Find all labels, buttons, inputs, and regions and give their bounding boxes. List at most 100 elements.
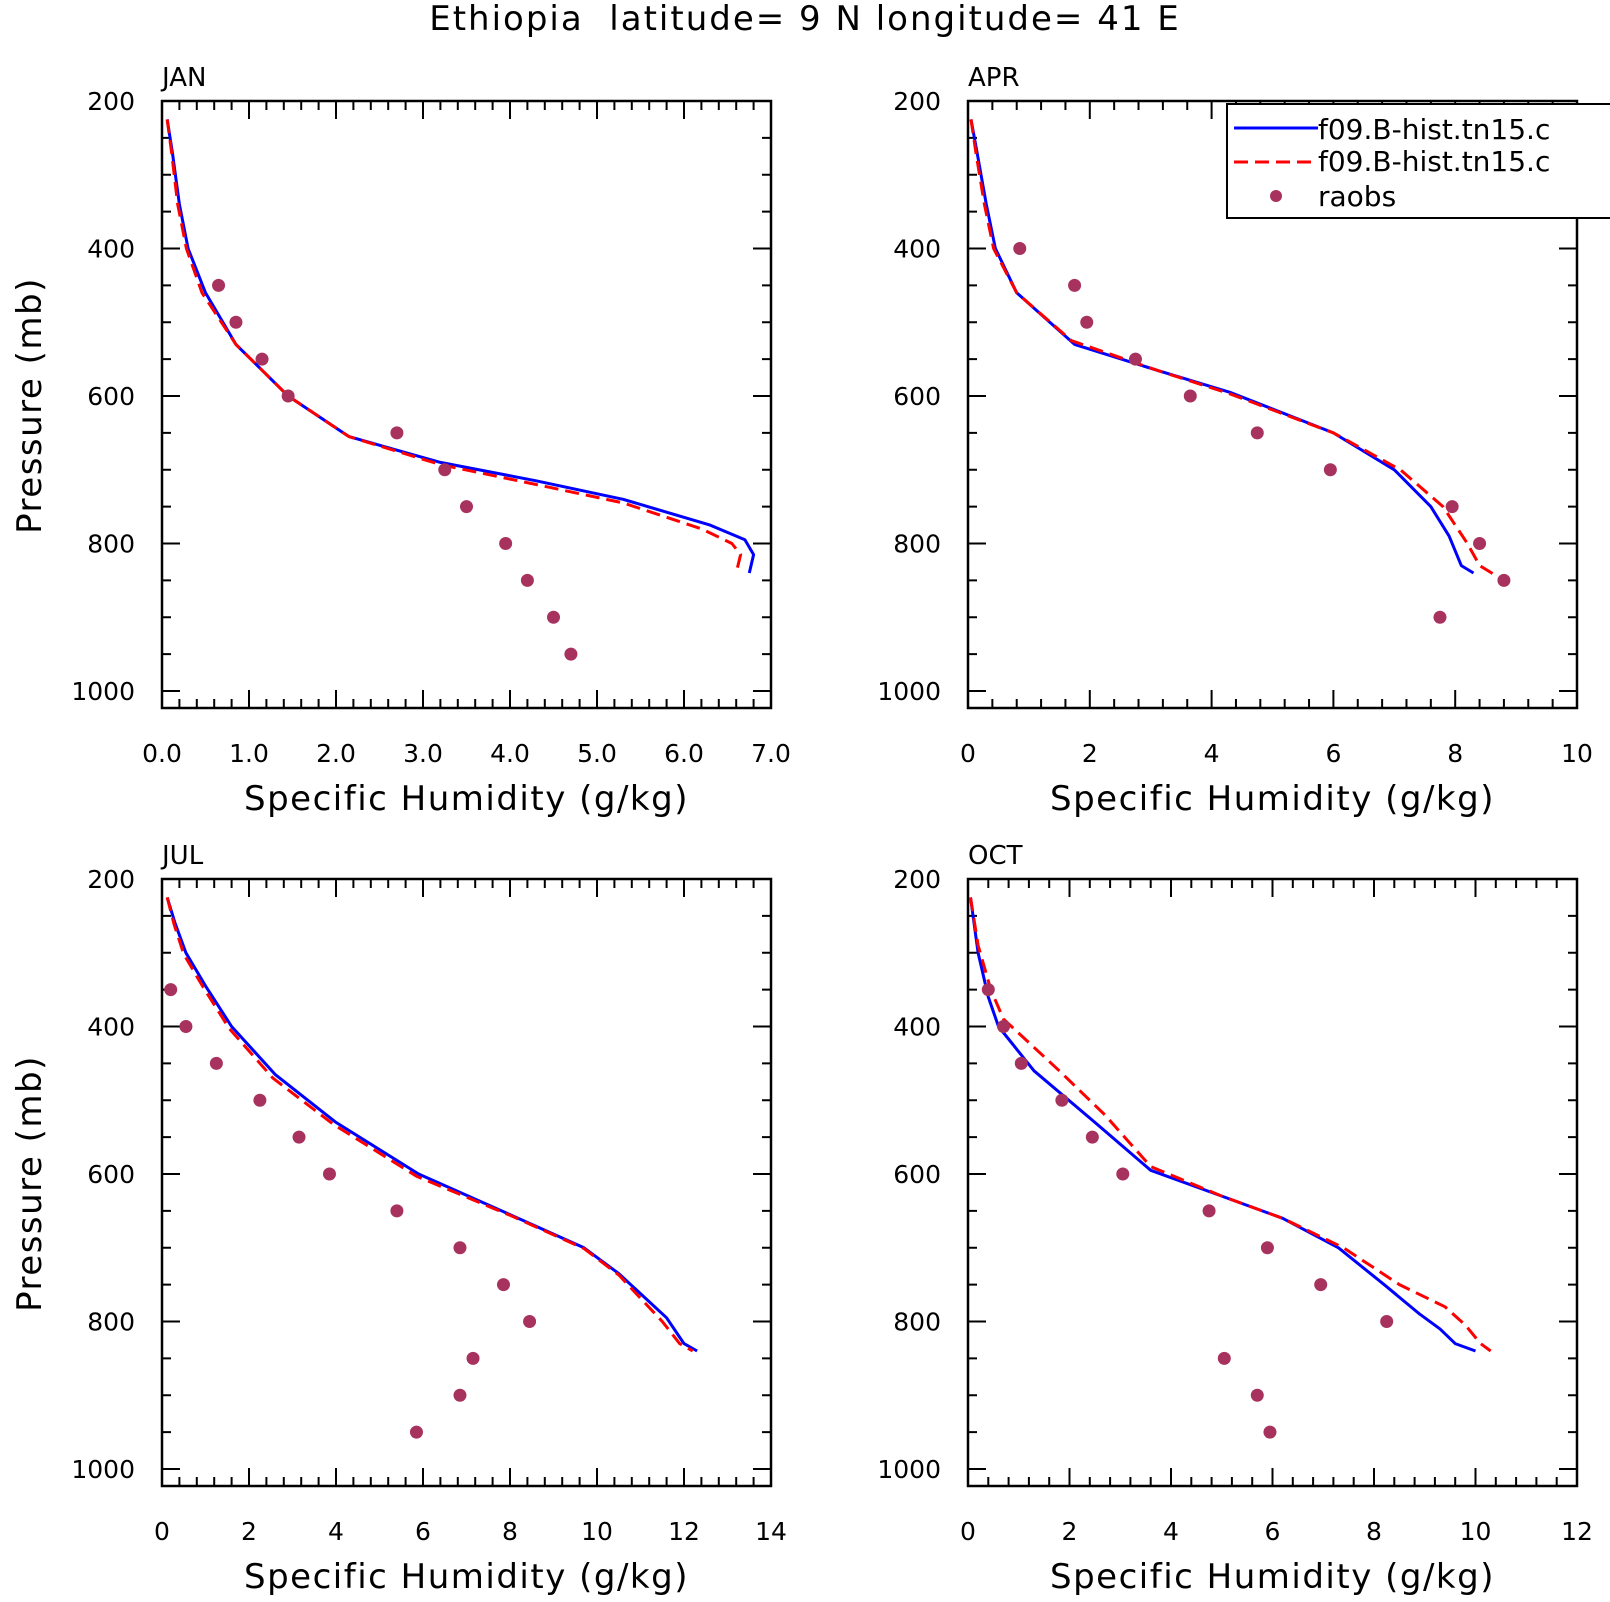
plot-frame-apr (966, 99, 1579, 710)
line-series-2-jul (165, 897, 694, 1353)
raobs-point-jul (496, 1278, 510, 1292)
y-tick-label-jan: 1000 (71, 677, 135, 706)
panel-oct: OCT 200 400 600 800 1000 0 2 4 6 8 10 12 Specific Hum… (877, 841, 1593, 1597)
raobs-point-jan (499, 537, 513, 550)
y-tick-label-oct: 1000 (877, 1455, 941, 1484)
raobs-point-jan (547, 610, 560, 624)
x-axis-title-jul: Specific Humidity (g/kg) (244, 1557, 689, 1597)
raobs-point-apr (1445, 500, 1459, 514)
x-tick-label-jan: 5.0 (577, 739, 617, 768)
y-tick-label-jul: 400 (87, 1013, 135, 1042)
y-tick-label-jan: 400 (87, 235, 135, 264)
raobs-point-jul (523, 1315, 537, 1328)
y-tick-label-jul: 600 (87, 1160, 135, 1189)
raobs-point-jan (281, 389, 295, 403)
raobs-point-jul (466, 1351, 480, 1365)
x-tick-label-jan: 1.0 (229, 739, 269, 768)
raobs-point-oct (1014, 1056, 1028, 1070)
x-tick-label-jul: 12 (668, 1517, 700, 1546)
raobs-point-jul (292, 1130, 306, 1144)
x-tick-label-oct: 12 (1561, 1517, 1593, 1546)
raobs-point-apr (1068, 278, 1082, 292)
raobs-point-jan (390, 426, 404, 440)
raobs-point-oct (997, 1020, 1011, 1033)
raobs-point-apr (1323, 463, 1337, 477)
line-series-1-jul (165, 896, 698, 1353)
panel-apr: APR 200 400 600 800 1000 0 2 4 6 8 10 Specific Humid… (877, 63, 1593, 819)
raobs-point-oct (1314, 1278, 1328, 1292)
raobs-point-oct (1217, 1351, 1231, 1365)
y-tick-label-apr: 800 (893, 530, 941, 559)
y-tick-label-jan: 200 (87, 87, 135, 116)
raobs-point-jan (212, 278, 226, 292)
raobs-point-jan (229, 315, 243, 329)
x-tick-label-jul: 6 (415, 1517, 431, 1546)
raobs-point-jul (179, 1020, 193, 1033)
panel-label-apr: APR (968, 63, 1020, 93)
y-axis-title-jul: Pressure (mb) (10, 1055, 50, 1312)
y-tick-label-apr: 600 (893, 382, 941, 411)
line-series-1-oct (969, 897, 1477, 1353)
x-tick-label-apr: 6 (1325, 739, 1341, 768)
x-tick-label-jul: 10 (581, 1517, 613, 1546)
x-tick-label-jan: 4.0 (490, 739, 530, 768)
raobs-point-jan (460, 500, 473, 514)
x-tick-label-jul: 8 (502, 1517, 518, 1546)
x-tick-label-apr: 0 (960, 739, 976, 768)
raobs-point-apr (1473, 537, 1487, 550)
raobs-point-apr (1080, 315, 1094, 329)
x-tick-label-jan: 2.0 (316, 739, 356, 768)
x-tick-label-jan: 6.0 (664, 739, 704, 768)
raobs-point-apr (1497, 573, 1511, 587)
raobs-point-jan (564, 647, 578, 661)
panel-label-jan: JAN (160, 63, 206, 93)
line-series-2-apr (969, 119, 1499, 578)
x-tick-label-jan: 3.0 (403, 739, 443, 768)
legend-label-solid: f09.B-hist.tn15.c (1318, 113, 1550, 146)
x-tick-label-oct: 8 (1366, 1517, 1382, 1546)
x-tick-label-oct: 0 (960, 1517, 976, 1546)
raobs-point-apr (1250, 426, 1264, 440)
raobs-point-oct (1250, 1388, 1264, 1402)
x-tick-label-oct: 4 (1163, 1517, 1179, 1546)
legend-label-raobs: raobs (1318, 180, 1396, 213)
y-tick-label-jul: 200 (87, 865, 135, 894)
y-tick-label-jul: 800 (87, 1308, 135, 1337)
raobs-point-apr (1013, 242, 1027, 255)
raobs-point-apr (1128, 352, 1142, 366)
panel-jan: JAN 200 400 600 800 1000 0.0 1.0 2.0 3.0 4.0 5.0 6.0… (10, 63, 791, 819)
raobs-point-oct (1380, 1315, 1394, 1328)
x-tick-label-apr: 10 (1561, 739, 1593, 768)
plot-frame-oct (966, 877, 1579, 1488)
raobs-point-oct (1202, 1204, 1216, 1218)
y-tick-label-oct: 800 (893, 1308, 941, 1337)
x-tick-label-jan: 0.0 (142, 739, 182, 768)
legend-marker-raobs (1270, 190, 1282, 202)
x-tick-label-oct: 10 (1460, 1517, 1492, 1546)
raobs-point-jul (209, 1056, 223, 1070)
x-tick-label-jan: 7.0 (751, 739, 791, 768)
plot-frame-jan (160, 99, 773, 710)
raobs-point-oct (981, 983, 995, 997)
raobs-point-jan (520, 573, 534, 587)
plot-frame-jul (160, 877, 773, 1488)
raobs-point-jul (253, 1093, 267, 1107)
legend-box (1226, 103, 1610, 219)
y-tick-label-oct: 400 (893, 1013, 941, 1042)
raobs-point-oct (1260, 1241, 1274, 1255)
y-tick-label-oct: 200 (893, 865, 941, 894)
y-tick-label-jul: 1000 (71, 1455, 135, 1484)
y-tick-label-apr: 1000 (877, 677, 941, 706)
line-series-2-jan (165, 119, 743, 574)
raobs-point-apr (1183, 389, 1197, 403)
raobs-point-apr (1433, 610, 1447, 624)
raobs-point-jul (453, 1241, 467, 1255)
x-tick-label-jul: 0 (154, 1517, 170, 1546)
raobs-point-oct (1263, 1425, 1277, 1439)
y-tick-label-jan: 600 (87, 382, 135, 411)
x-tick-label-jul: 4 (328, 1517, 344, 1546)
x-axis-title-oct: Specific Humidity (g/kg) (1050, 1557, 1495, 1597)
raobs-point-jan (438, 463, 452, 477)
